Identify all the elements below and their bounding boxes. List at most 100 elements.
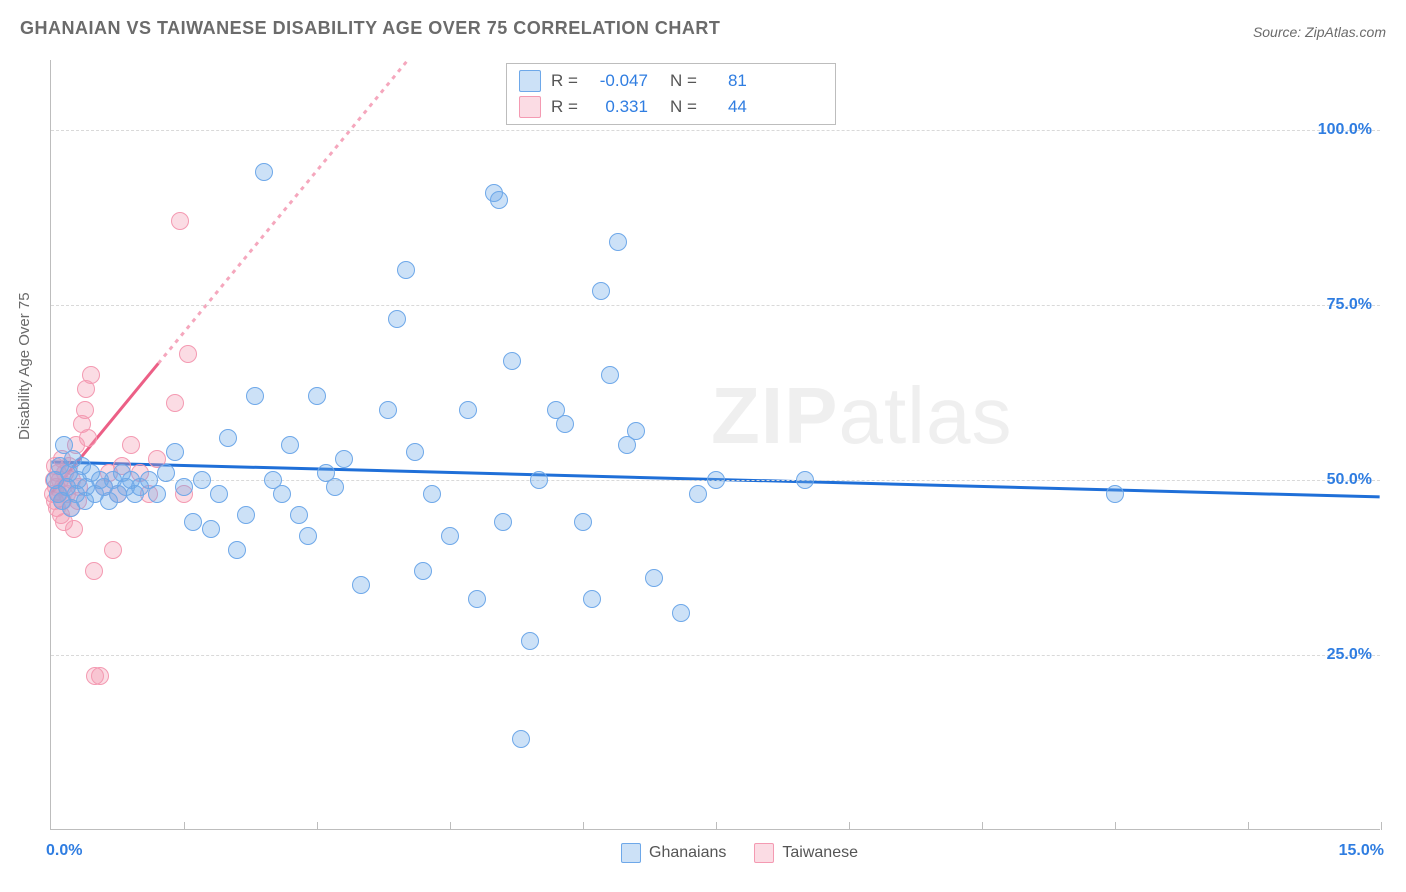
x-tick <box>982 822 983 830</box>
swatch-taiwanese <box>754 843 774 863</box>
point-ghanaians <box>414 562 432 580</box>
point-taiwanese <box>76 401 94 419</box>
point-taiwanese <box>122 436 140 454</box>
point-ghanaians <box>237 506 255 524</box>
point-ghanaians <box>388 310 406 328</box>
point-ghanaians <box>335 450 353 468</box>
x-tick <box>1381 822 1382 830</box>
point-ghanaians <box>219 429 237 447</box>
x-tick <box>716 822 717 830</box>
point-taiwanese <box>85 562 103 580</box>
point-ghanaians <box>184 513 202 531</box>
source-attribution: Source: ZipAtlas.com <box>1253 24 1386 40</box>
point-ghanaians <box>459 401 477 419</box>
point-ghanaians <box>503 352 521 370</box>
point-taiwanese <box>91 667 109 685</box>
scatter-plot-area: ZIPatlas R = -0.047 N = 81 R = 0.331 N =… <box>50 60 1380 830</box>
x-tick <box>849 822 850 830</box>
point-taiwanese <box>166 394 184 412</box>
point-taiwanese <box>79 429 97 447</box>
point-ghanaians <box>202 520 220 538</box>
n-value-taiwanese: 44 <box>711 97 747 117</box>
legend-item-taiwanese: Taiwanese <box>754 843 858 863</box>
point-taiwanese <box>65 520 83 538</box>
point-ghanaians <box>672 604 690 622</box>
point-ghanaians <box>397 261 415 279</box>
swatch-ghanaians <box>519 70 541 92</box>
r-label: R = <box>551 97 578 117</box>
point-ghanaians <box>512 730 530 748</box>
legend-label-ghanaians: Ghanaians <box>649 844 726 862</box>
point-taiwanese <box>82 366 100 384</box>
point-taiwanese <box>179 345 197 363</box>
point-ghanaians <box>273 485 291 503</box>
point-ghanaians <box>352 576 370 594</box>
point-ghanaians <box>494 513 512 531</box>
point-ghanaians <box>148 485 166 503</box>
gridline-h <box>51 130 1380 131</box>
y-tick-label: 50.0% <box>1327 471 1372 489</box>
watermark: ZIPatlas <box>711 370 1012 462</box>
gridline-h <box>51 655 1380 656</box>
y-tick-label: 75.0% <box>1327 296 1372 314</box>
watermark-bold: ZIP <box>711 371 838 460</box>
stats-legend-box: R = -0.047 N = 81 R = 0.331 N = 44 <box>506 63 836 125</box>
point-ghanaians <box>796 471 814 489</box>
point-ghanaians <box>255 163 273 181</box>
point-taiwanese <box>171 212 189 230</box>
point-ghanaians <box>246 387 264 405</box>
point-ghanaians <box>530 471 548 489</box>
y-tick-label: 100.0% <box>1318 121 1372 139</box>
x-tick <box>583 822 584 830</box>
x-tick <box>317 822 318 830</box>
point-ghanaians <box>210 485 228 503</box>
point-ghanaians <box>379 401 397 419</box>
r-value-ghanaians: -0.047 <box>592 71 648 91</box>
gridline-h <box>51 305 1380 306</box>
watermark-light: atlas <box>838 371 1012 460</box>
point-ghanaians <box>689 485 707 503</box>
point-ghanaians <box>299 527 317 545</box>
point-ghanaians <box>521 632 539 650</box>
point-ghanaians <box>281 436 299 454</box>
point-ghanaians <box>290 506 308 524</box>
point-ghanaians <box>166 443 184 461</box>
stats-row-ghanaians: R = -0.047 N = 81 <box>507 68 835 94</box>
n-value-ghanaians: 81 <box>711 71 747 91</box>
y-tick-label: 25.0% <box>1327 646 1372 664</box>
point-ghanaians <box>423 485 441 503</box>
trend-lines <box>51 60 1380 829</box>
legend-label-taiwanese: Taiwanese <box>782 844 858 862</box>
n-label: N = <box>670 97 697 117</box>
point-ghanaians <box>592 282 610 300</box>
legend-bottom: Ghanaians Taiwanese <box>621 843 858 863</box>
x-tick <box>184 822 185 830</box>
point-ghanaians <box>707 471 725 489</box>
swatch-ghanaians <box>621 843 641 863</box>
point-ghanaians <box>441 527 459 545</box>
x-tick <box>1115 822 1116 830</box>
stats-row-taiwanese: R = 0.331 N = 44 <box>507 94 835 120</box>
point-ghanaians <box>228 541 246 559</box>
r-label: R = <box>551 71 578 91</box>
chart-title: GHANAIAN VS TAIWANESE DISABILITY AGE OVE… <box>20 18 720 39</box>
point-ghanaians <box>308 387 326 405</box>
point-ghanaians <box>645 569 663 587</box>
r-value-taiwanese: 0.331 <box>592 97 648 117</box>
point-ghanaians <box>1106 485 1124 503</box>
x-axis-min-label: 0.0% <box>46 842 82 860</box>
point-ghanaians <box>468 590 486 608</box>
source-label: Source: <box>1253 24 1305 40</box>
x-tick <box>450 822 451 830</box>
point-ghanaians <box>609 233 627 251</box>
point-ghanaians <box>574 513 592 531</box>
point-ghanaians <box>157 464 175 482</box>
point-ghanaians <box>583 590 601 608</box>
x-axis-max-label: 15.0% <box>1339 842 1384 860</box>
point-ghanaians <box>193 471 211 489</box>
point-ghanaians <box>326 478 344 496</box>
source-name: ZipAtlas.com <box>1305 24 1386 40</box>
point-ghanaians <box>490 191 508 209</box>
n-label: N = <box>670 71 697 91</box>
x-tick <box>1248 822 1249 830</box>
